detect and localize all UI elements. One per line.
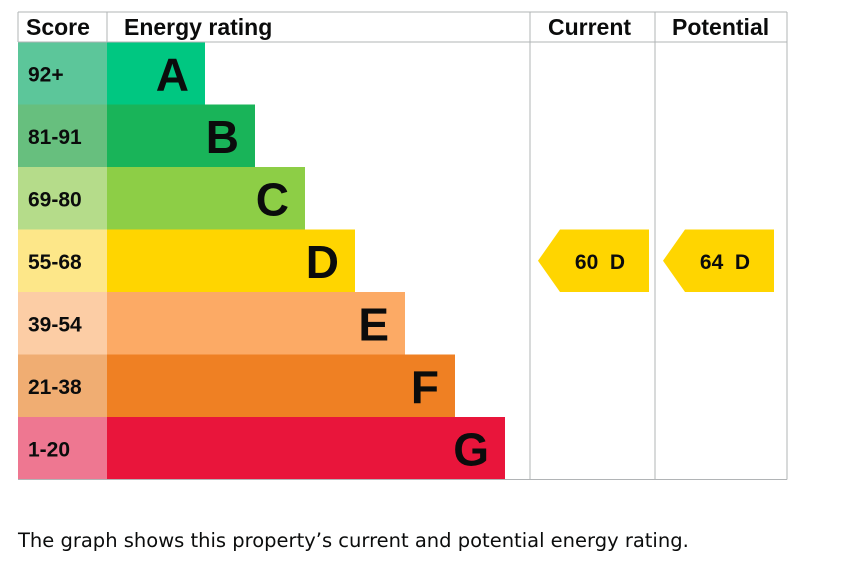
table-grid — [17, 11, 788, 480]
rating-letter: G — [453, 423, 489, 475]
band-row-f: 21-38 F — [18, 354, 455, 417]
band-row-c: 69-80 C — [18, 167, 305, 230]
rating-letter: F — [411, 361, 439, 413]
rating-letter: E — [358, 298, 389, 350]
rating-letter: C — [256, 173, 289, 225]
band-row-d: 55-68 D — [18, 229, 355, 292]
rating-bar-b — [107, 104, 255, 167]
score-label: 39-54 — [28, 313, 82, 336]
header-current: Current — [548, 14, 631, 40]
score-cell-b — [18, 104, 107, 167]
score-cell-e — [18, 292, 107, 355]
score-label: 1-20 — [28, 438, 70, 461]
rating-bar-f — [107, 354, 455, 417]
score-label: 81-91 — [28, 126, 82, 149]
score-label: 21-38 — [28, 376, 82, 399]
band-row-g: 1-20 G — [18, 417, 505, 480]
rating-letter: A — [156, 48, 189, 100]
band-row-a: 92+ A — [18, 42, 205, 105]
current-rating-arrow-label: 60 D — [575, 251, 625, 274]
header-energy-rating: Energy rating — [124, 14, 272, 40]
score-cell-f — [18, 354, 107, 417]
header-score: Score — [26, 14, 90, 40]
potential-rating-arrow: 64 D — [663, 229, 774, 292]
potential-rating-arrow-label: 64 D — [700, 251, 750, 274]
score-cell-g — [18, 417, 107, 480]
score-cell-c — [18, 167, 107, 230]
band-row-b: 81-91 B — [18, 104, 255, 167]
chart-caption: The graph shows this property’s current … — [18, 529, 689, 552]
potential-rating-arrow-shape — [663, 229, 774, 292]
score-label: 92+ — [28, 63, 64, 86]
header-potential: Potential — [672, 14, 769, 40]
rating-letter: D — [306, 236, 339, 288]
rating-bar-a — [107, 42, 205, 105]
band-row-e: 39-54 E — [18, 292, 405, 355]
rating-letter: B — [206, 111, 239, 163]
score-label: 69-80 — [28, 188, 82, 211]
rating-bar-g — [107, 417, 505, 480]
rating-bar-d — [107, 229, 355, 292]
current-rating-arrow-shape — [538, 229, 649, 292]
rating-bar-c — [107, 167, 305, 230]
score-cell-a — [18, 42, 107, 105]
score-cell-d — [18, 229, 107, 292]
rating-bar-e — [107, 292, 405, 355]
score-label: 55-68 — [28, 251, 82, 274]
current-rating-arrow: 60 D — [538, 229, 649, 292]
